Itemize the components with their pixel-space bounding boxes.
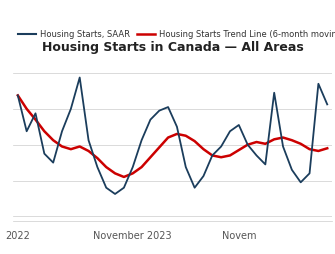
Legend: Housing Starts, SAAR, Housing Starts Trend Line (6-month moving average): Housing Starts, SAAR, Housing Starts Tre… (17, 30, 335, 39)
Title: Housing Starts in Canada — All Areas: Housing Starts in Canada — All Areas (42, 40, 304, 53)
